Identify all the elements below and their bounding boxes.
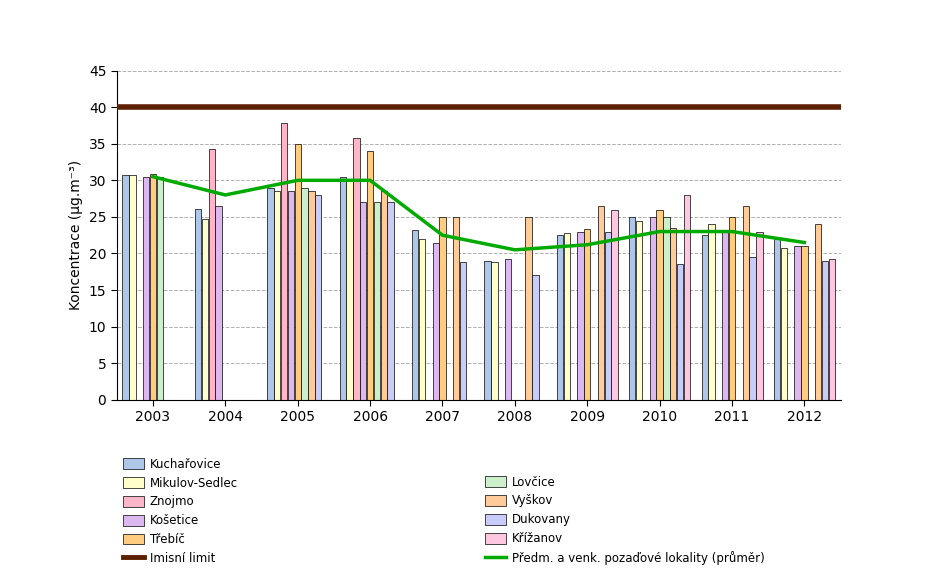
Bar — [281, 123, 287, 400]
Bar — [822, 261, 828, 400]
Bar — [267, 188, 274, 400]
Bar — [598, 206, 604, 400]
Bar — [677, 265, 684, 400]
Bar — [412, 230, 418, 400]
Bar — [577, 232, 584, 400]
Bar — [526, 217, 531, 400]
Bar — [795, 246, 800, 400]
Bar — [491, 262, 498, 400]
Bar — [288, 191, 294, 400]
Bar — [208, 149, 215, 400]
Bar — [157, 176, 163, 400]
Bar — [315, 195, 321, 400]
Bar — [636, 220, 643, 400]
Bar — [604, 232, 611, 400]
Bar — [485, 261, 490, 400]
Bar — [460, 262, 466, 400]
Bar — [663, 217, 670, 400]
Bar — [388, 202, 394, 400]
Bar — [650, 217, 656, 400]
Bar — [749, 257, 756, 400]
Bar — [347, 181, 353, 400]
Bar — [149, 175, 156, 400]
Bar — [129, 175, 135, 400]
Bar — [743, 206, 749, 400]
Bar — [757, 232, 762, 400]
Bar — [532, 275, 539, 400]
Bar — [584, 229, 590, 400]
Bar — [195, 209, 201, 400]
Bar — [381, 191, 387, 400]
Bar — [418, 239, 425, 400]
Y-axis label: Koncentrace (µg.m⁻³): Koncentrace (µg.m⁻³) — [69, 160, 83, 310]
Bar — [774, 239, 780, 400]
Bar — [505, 259, 511, 400]
Legend: Lovčice, Vyškov, Dukovany, Křížanov, Předm. a venk. pozaďové lokality (průměr): Lovčice, Vyškov, Dukovany, Křížanov, Pře… — [485, 476, 765, 565]
Bar — [340, 176, 346, 400]
Bar — [374, 202, 380, 400]
Bar — [453, 217, 460, 400]
Bar — [563, 233, 570, 400]
Bar — [274, 191, 280, 400]
Bar — [202, 219, 208, 400]
Bar — [701, 235, 708, 400]
Bar — [684, 195, 690, 400]
Bar — [781, 248, 787, 400]
Bar — [630, 217, 635, 400]
Bar — [361, 202, 366, 400]
Bar — [143, 176, 149, 400]
Bar — [671, 228, 676, 400]
Bar — [815, 224, 821, 400]
Bar — [367, 151, 374, 400]
Bar — [729, 217, 735, 400]
Bar — [828, 259, 835, 400]
Bar — [308, 191, 315, 400]
Bar — [432, 242, 439, 400]
Bar — [557, 235, 563, 400]
Bar — [302, 188, 307, 400]
Bar — [294, 143, 301, 400]
Bar — [708, 224, 715, 400]
Bar — [122, 175, 129, 400]
Bar — [439, 217, 446, 400]
Bar — [353, 138, 360, 400]
Bar — [657, 209, 663, 400]
Bar — [216, 206, 221, 400]
Bar — [612, 209, 617, 400]
Bar — [801, 246, 808, 400]
Bar — [722, 232, 729, 400]
